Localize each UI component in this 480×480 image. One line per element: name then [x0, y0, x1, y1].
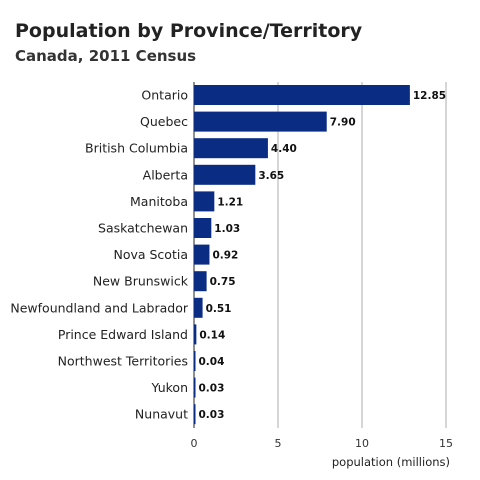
data-label: 12.85 [413, 90, 446, 102]
bar [194, 85, 410, 105]
data-label: 0.04 [199, 356, 225, 368]
bar [194, 138, 268, 159]
bar [194, 244, 210, 265]
bar [194, 324, 197, 345]
bar [194, 111, 327, 132]
category-label: Saskatchewan [98, 221, 188, 236]
bar [194, 297, 203, 318]
data-label: 1.21 [217, 196, 243, 208]
data-label: 0.75 [210, 276, 236, 288]
x-tick-label: 10 [355, 437, 369, 450]
bar [194, 164, 256, 185]
labels: 0 5 10 15 Ontario 12.85 Quebec 7.90 British Colu… [10, 88, 453, 451]
data-label: 0.03 [199, 409, 225, 421]
bar [194, 271, 207, 292]
category-label: British Columbia [85, 141, 188, 156]
category-label: Nova Scotia [113, 247, 188, 262]
bars [194, 85, 410, 425]
data-label: 3.65 [258, 170, 284, 182]
x-axis-title: population (millions) [332, 455, 450, 469]
bar [194, 377, 196, 398]
category-label: New Brunswick [93, 274, 189, 289]
bar [194, 191, 215, 212]
chart-title: Population by Province/Territory [15, 20, 363, 42]
category-label: Alberta [143, 167, 188, 182]
bar [194, 351, 196, 371]
category-label: Quebec [140, 114, 188, 129]
category-label: Manitoba [130, 194, 188, 209]
x-tick-label: 5 [275, 437, 282, 450]
category-label: Northwest Territories [58, 354, 188, 369]
category-label: Newfoundland and Labrador [10, 300, 188, 315]
category-label: Nunavut [135, 407, 188, 422]
x-tick-label: 0 [191, 437, 198, 450]
data-label: 0.51 [206, 303, 232, 315]
data-label: 1.03 [214, 223, 240, 235]
data-label: 0.14 [199, 329, 225, 341]
data-label: 7.90 [330, 117, 356, 129]
chart-subtitle: Canada, 2011 Census [15, 47, 197, 65]
bar [194, 404, 196, 425]
category-label: Prince Edward Island [58, 327, 188, 342]
category-label: Ontario [141, 88, 188, 103]
x-tick-label: 15 [439, 437, 453, 450]
data-label: 4.40 [271, 143, 297, 155]
bar [194, 218, 212, 238]
data-label: 0.92 [212, 250, 238, 262]
data-label: 0.03 [199, 383, 225, 395]
category-label: Yukon [151, 380, 189, 395]
